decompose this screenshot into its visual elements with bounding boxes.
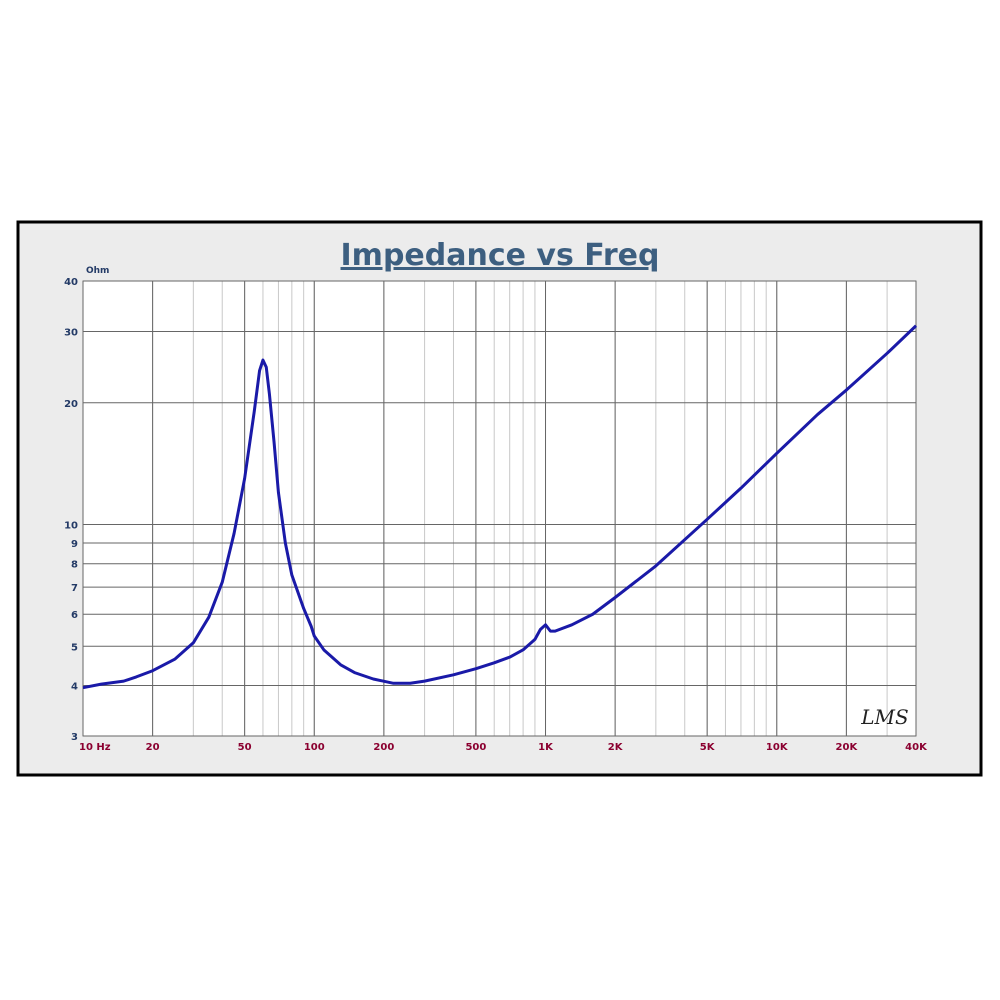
x-tick-label: 10K <box>766 742 789 753</box>
y-tick-label: 6 <box>71 610 78 621</box>
x-tick-label: 200 <box>373 742 394 753</box>
y-tick-label: 20 <box>64 399 78 410</box>
y-axis-label: Ohm <box>86 266 109 276</box>
x-tick-label: 20K <box>836 742 859 753</box>
y-tick-label: 40 <box>64 277 78 288</box>
annotation: LMS <box>860 705 908 729</box>
grid <box>82 280 917 737</box>
x-tick-label: 50 <box>238 742 252 753</box>
x-tick-label: 100 <box>304 742 325 753</box>
y-tick-label: 5 <box>71 642 78 653</box>
y-tick-label: 30 <box>64 328 78 339</box>
x-tick-label: 40K <box>905 742 928 753</box>
x-tick-label: 20 <box>146 742 160 753</box>
x-tick-label: 1K <box>538 742 554 753</box>
y-tick-label: 10 <box>64 521 78 532</box>
chart-title: Impedance vs Freq <box>341 238 660 273</box>
impedance-line <box>82 324 918 690</box>
y-tick-label: 8 <box>71 560 78 571</box>
plot-area <box>82 280 917 737</box>
y-tick-label: 7 <box>71 583 78 594</box>
x-tick-label: 2K <box>608 742 624 753</box>
y-tick-label: 4 <box>71 681 78 692</box>
y-tick-label: 9 <box>71 539 78 550</box>
x-tick-label: 10 Hz <box>79 742 111 753</box>
x-tick-label: 5K <box>700 742 716 753</box>
x-tick-label: 500 <box>465 742 486 753</box>
y-tick-label: 3 <box>71 732 78 743</box>
